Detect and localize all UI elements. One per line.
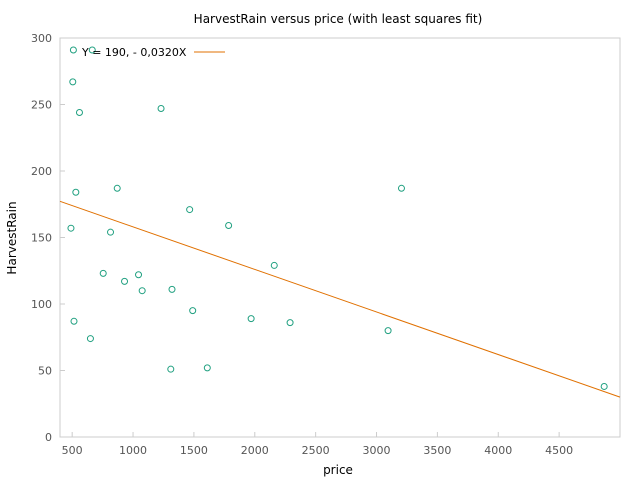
data-point: [600, 382, 608, 390]
data-point: [384, 327, 392, 335]
data-point: [69, 78, 77, 86]
plot-frame: [59, 37, 621, 438]
data-point: [167, 365, 175, 373]
x-tick-label: 500: [62, 444, 83, 457]
data-point: [121, 277, 129, 285]
data-point: [189, 307, 197, 315]
y-tick-label: 50: [38, 365, 52, 378]
data-point: [72, 188, 80, 196]
data-point: [70, 317, 78, 325]
x-axis-ticks: 500 1000 1500 2000 2500 3000 3500 4000 4500: [62, 432, 573, 457]
x-tick-label: 1000: [119, 444, 147, 457]
x-tick-label: 2000: [241, 444, 269, 457]
y-tick-label: 250: [31, 99, 52, 112]
data-point: [286, 319, 294, 327]
x-tick-label: 4000: [484, 444, 512, 457]
data-point: [270, 261, 278, 269]
y-tick-label: 300: [31, 32, 52, 45]
data-point: [75, 108, 83, 116]
legend-fit-label: Y = 190, - 0,0320X: [81, 46, 187, 59]
y-tick-label: 100: [31, 298, 52, 311]
data-point: [138, 287, 146, 295]
data-point: [113, 184, 121, 192]
y-tick-label: 200: [31, 165, 52, 178]
chart-title: HarvestRain versus price (with least squ…: [194, 12, 483, 26]
data-point: [247, 315, 255, 323]
x-tick-label: 3500: [423, 444, 451, 457]
data-point: [203, 364, 211, 372]
data-point: [99, 269, 107, 277]
data-point: [168, 285, 176, 293]
legend: Y = 190, - 0,0320X: [81, 46, 225, 59]
data-point: [397, 184, 405, 192]
data-point: [225, 222, 233, 230]
data-point: [69, 46, 77, 54]
y-axis-ticks: 0 50 100 150 200 250 300: [31, 32, 65, 444]
y-axis-label: HarvestRain: [5, 201, 19, 274]
data-point: [67, 224, 75, 232]
data-point: [186, 206, 194, 214]
x-tick-label: 2500: [302, 444, 330, 457]
x-tick-label: 3000: [363, 444, 391, 457]
data-point: [86, 335, 94, 343]
y-tick-label: 150: [31, 232, 52, 245]
data-point: [88, 46, 96, 54]
data-point: [107, 228, 115, 236]
x-axis-label: price: [323, 463, 353, 477]
fit-line: [59, 200, 621, 398]
data-point: [135, 271, 143, 279]
data-points: [67, 46, 608, 390]
y-tick-label: 0: [45, 431, 52, 444]
x-tick-label: 1500: [180, 444, 208, 457]
x-tick-label: 4500: [545, 444, 573, 457]
data-point: [157, 104, 165, 112]
